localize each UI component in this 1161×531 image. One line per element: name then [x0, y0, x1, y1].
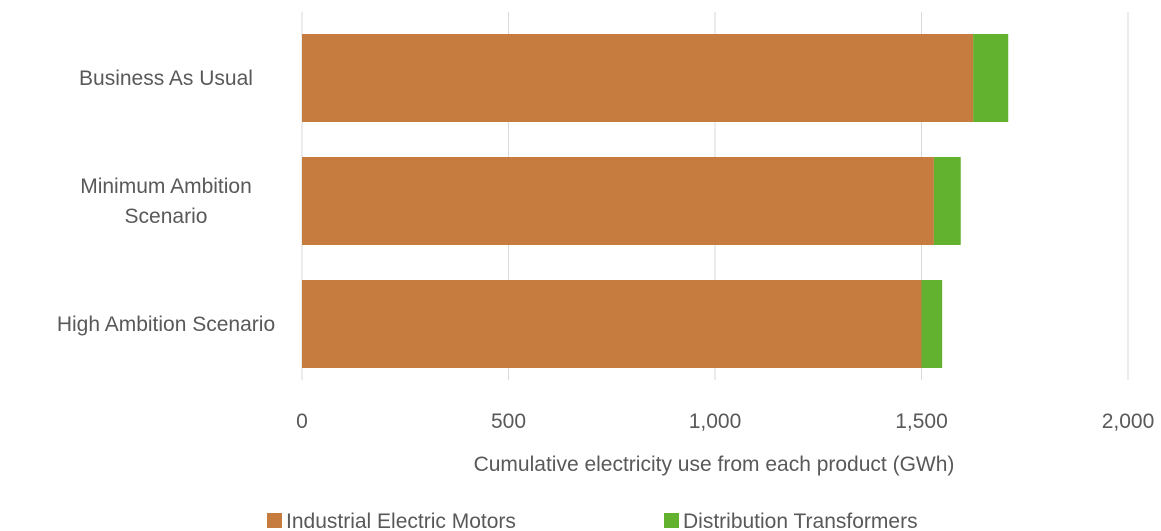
- bar-0-series-0: [302, 34, 974, 122]
- bars: [302, 34, 1009, 368]
- x-tick-label-0: 0: [296, 410, 308, 433]
- bar-2-series-1: [921, 280, 943, 368]
- bar-1-series-0: [302, 157, 934, 245]
- category-label-1-0: Minimum Ambition: [80, 175, 252, 198]
- x-tick-label-3: 1,500: [895, 410, 948, 433]
- legend: Industrial Electric Motors Distribution T…: [267, 510, 918, 531]
- x-tick-label-4: 2,000: [1102, 410, 1155, 433]
- category-label-1-1: Scenario: [125, 205, 208, 228]
- legend-label-1: Distribution Transformers: [683, 510, 918, 531]
- x-tick-label-2: 1,000: [689, 410, 742, 433]
- x-tick-labels: 0 500 1,000 1,500 2,000: [296, 410, 1154, 433]
- bar-0-series-1: [973, 34, 1009, 122]
- category-label-0-0: Business As Usual: [79, 67, 253, 90]
- legend-label-0: Industrial Electric Motors: [286, 510, 516, 531]
- bar-1-series-1: [933, 157, 961, 245]
- legend-swatch-1: [664, 513, 679, 528]
- x-tick-label-1: 500: [491, 410, 526, 433]
- category-label-2-0: High Ambition Scenario: [57, 313, 275, 336]
- x-axis-title: Cumulative electricity use from each pro…: [474, 453, 955, 476]
- legend-swatch-0: [267, 513, 282, 528]
- category-labels: Business As Usual Minimum Ambition Scenari…: [57, 67, 275, 336]
- bar-2-series-0: [302, 280, 922, 368]
